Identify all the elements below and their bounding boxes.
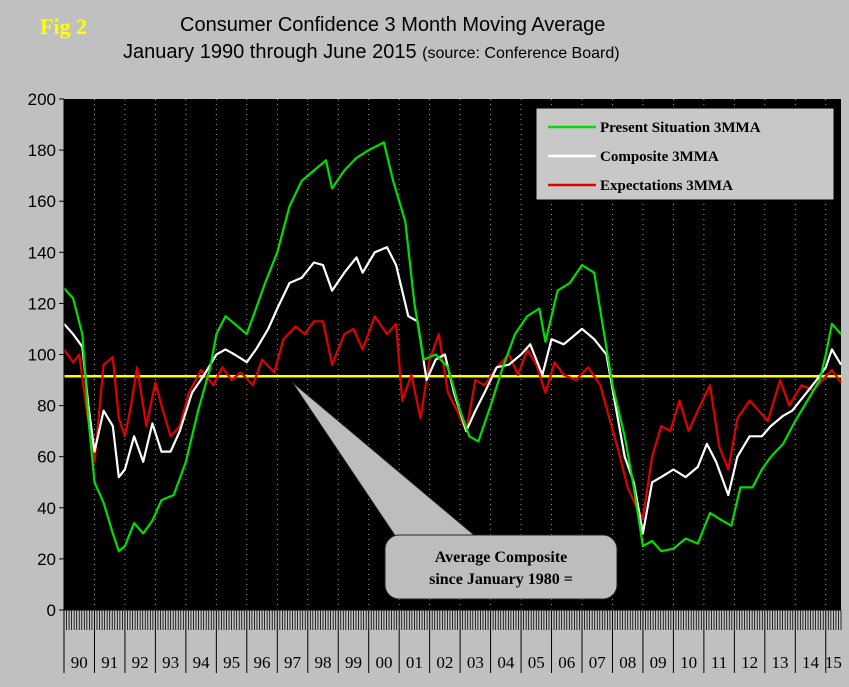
y-tick-label: 180 [28,141,56,160]
series-line-expectations-3mma [63,315,842,520]
legend: Present Situation 3MMA Composite 3MMA Expe… [535,107,835,201]
y-tick-label: 40 [37,499,56,518]
x-year-label: 07 [589,653,607,672]
y-tick-label: 120 [28,294,56,313]
x-year-label: 01 [406,653,423,672]
callout-box [384,534,618,600]
series-line-composite-3mma [63,246,842,535]
x-year-label: 99 [345,653,362,672]
x-year-label: 04 [497,653,515,672]
x-year-label: 98 [315,653,332,672]
x-year-label: 10 [680,653,697,672]
series-line-present-situation-3mma [63,141,842,553]
title-source: (source: Conference Board) [422,45,620,62]
x-year-label: 14 [802,653,820,672]
x-year-label: 90 [71,653,88,672]
x-year-label: 95 [223,653,240,672]
x-year-label: 12 [741,653,758,672]
x-axis: 90 91 92 93 94 95 96 97 98 99 00 01 02 03 04 05 06 07 08 09… [63,609,842,673]
y-tick-label: 200 [28,90,56,109]
y-tick-label: 160 [28,192,56,211]
x-year-label: 08 [619,653,636,672]
y-tick-label: 140 [28,243,56,262]
x-year-label: 09 [650,653,667,672]
x-year-label: 15 [825,653,842,672]
x-year-label: 91 [101,653,118,672]
x-year-label: 96 [254,653,271,672]
x-year-label: 92 [132,653,149,672]
title-line-2: January 1990 through June 2015 (source: … [123,38,849,68]
y-tick-label: 20 [37,550,56,569]
x-year-label: 93 [162,653,179,672]
x-year-label: 13 [772,653,789,672]
x-year-label: 94 [193,653,211,672]
callout-line-1: Average Composite [435,549,568,566]
title-line-1: Consumer Confidence 3 Month Moving Avera… [180,14,606,36]
title-date-range: January 1990 through June 2015 [123,41,417,63]
y-tick-label: 0 [47,601,56,620]
x-year-label: 03 [467,653,484,672]
x-year-label: 00 [375,653,392,672]
series-lines [63,141,842,553]
y-tick-label: 60 [37,448,56,467]
x-year-label: 02 [436,653,453,672]
x-year-label: 11 [711,653,727,672]
y-tick-label: 80 [37,397,56,416]
legend-label: Present Situation 3MMA [600,120,761,136]
y-axis: 0 20 40 60 80 100 120 140 160 180 200 [28,90,65,620]
figure-label: Fig 2 [40,14,88,39]
legend-label: Expectations 3MMA [600,178,733,194]
chart-title: Consumer Confidence 3 Month Moving Avera… [0,12,849,68]
x-year-label: 06 [558,653,575,672]
x-year-label: 97 [284,653,302,672]
legend-label: Composite 3MMA [600,149,719,165]
callout-line-2: since January 1980 = [429,571,573,588]
x-year-label: 05 [528,653,545,672]
y-tick-label: 100 [28,346,56,365]
average-callout: Average Composite since January 1980 = [291,381,618,600]
